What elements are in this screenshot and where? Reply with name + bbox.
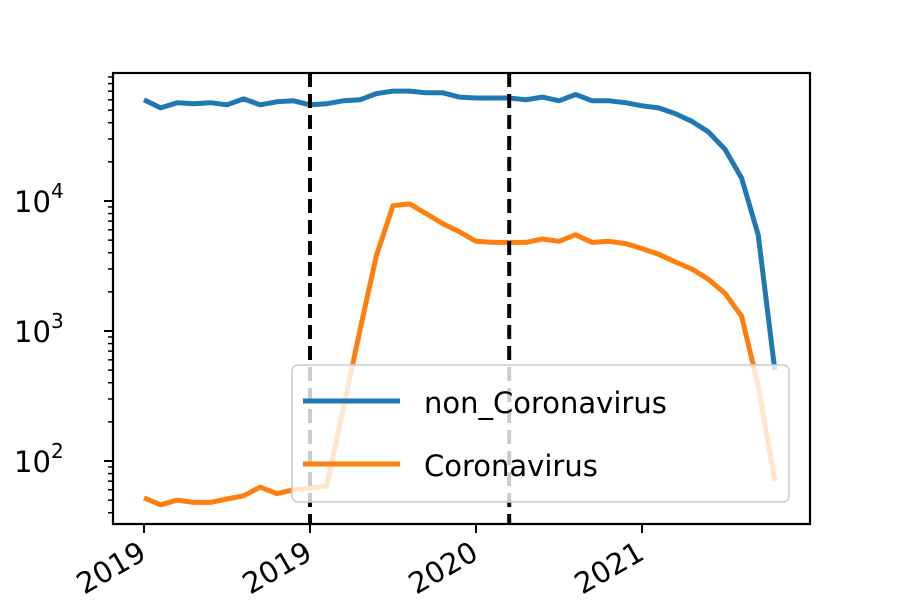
- y-tick-base: 10: [14, 445, 51, 479]
- y-tick-exponent: 2: [51, 439, 64, 463]
- x-axis: 2019 2019 2020 2021: [71, 524, 650, 600]
- x-tick-label: 2019: [237, 535, 318, 600]
- y-tick-exponent: 3: [51, 309, 64, 333]
- y-tick-label-100: 10 2: [14, 439, 64, 479]
- plot-area-frame: [111, 71, 812, 526]
- legend-label-non-coronavirus: non_Coronavirus: [424, 386, 667, 420]
- y-tick-exponent: 4: [51, 179, 64, 203]
- legend-label-coronavirus: Coronavirus: [424, 449, 598, 483]
- series-line-coronavirus: [143, 201, 778, 508]
- x-tick-label: 2019: [71, 535, 152, 600]
- y-tick-base: 10: [14, 315, 51, 349]
- reference-lines: [308, 73, 512, 524]
- y-tick-label-10000: 10 4: [14, 179, 64, 219]
- y-tick-label-1000: 10 3: [14, 309, 64, 349]
- x-tick-label: 2020: [403, 535, 484, 600]
- x-tick-label: 2021: [569, 535, 650, 600]
- legend: non_Coronavirus Coronavirus: [291, 364, 790, 503]
- series-line-non-coronavirus: [142, 88, 778, 371]
- y-tick-base: 10: [14, 185, 51, 219]
- legend-box: [291, 364, 790, 503]
- series-layer: [142, 88, 778, 508]
